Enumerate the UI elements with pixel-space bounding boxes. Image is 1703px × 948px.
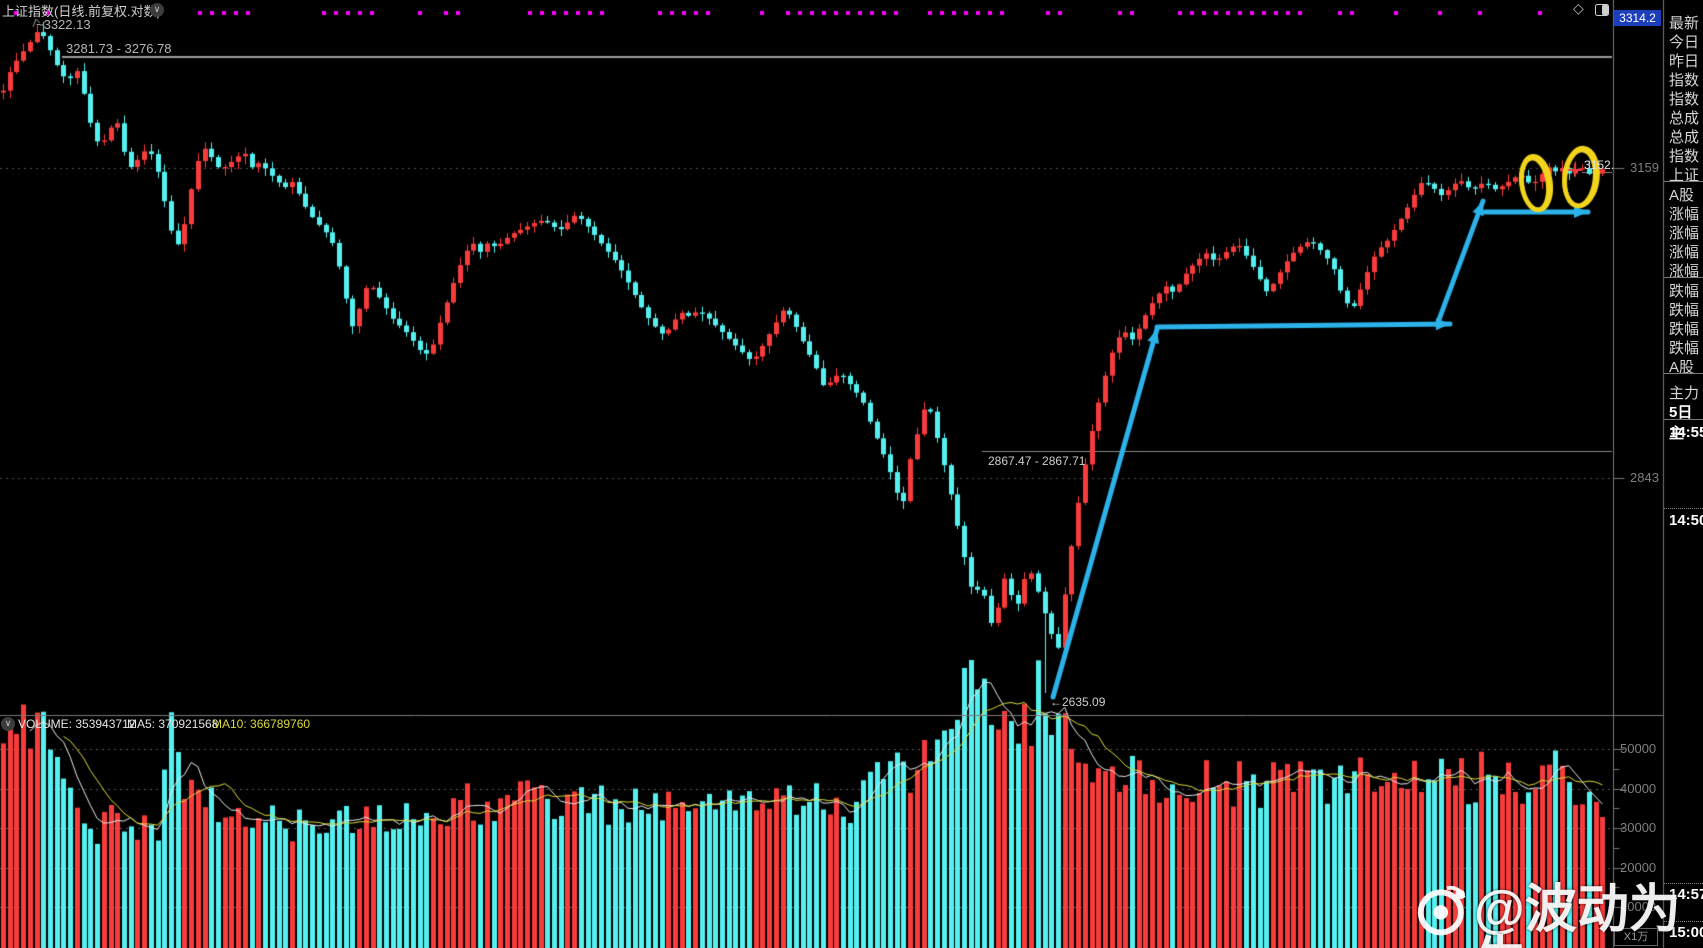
panel-separator bbox=[1664, 277, 1703, 278]
tick-time-label: 14:50 bbox=[1669, 512, 1703, 529]
panel-separator bbox=[1664, 508, 1703, 509]
panel-row-label: 涨幅 bbox=[1669, 206, 1700, 223]
volume-unit-label: X1万 bbox=[1614, 928, 1658, 946]
volume-axis-tick-label: 50000 bbox=[1620, 741, 1657, 756]
tick-time-label: 15:00 bbox=[1669, 924, 1703, 941]
panel-row-label: 总成 bbox=[1669, 110, 1700, 127]
chart-title: 上证指数(日线.前复权.对数) bbox=[2, 4, 161, 19]
volume-ma10-label: MA10: 366789760 bbox=[212, 717, 311, 731]
support-zone-label: 2867.47 - 2867.71 bbox=[988, 454, 1086, 468]
price-axis-tick-label: 2843 bbox=[1630, 470, 1659, 485]
volume-axis-tick-label: 10000 bbox=[1620, 899, 1657, 914]
cursor-price-box: 3314.2 bbox=[1614, 10, 1661, 26]
panel-row-label: 5日主 bbox=[1669, 404, 1693, 442]
weibo-logo-icon bbox=[1413, 881, 1471, 944]
peak-price-label: ~3322.13 bbox=[36, 17, 91, 32]
panel-row-label: 涨幅 bbox=[1669, 244, 1700, 261]
tick-time-label: 14:55 bbox=[1669, 424, 1703, 441]
watermark-handle: @波动为生 bbox=[1474, 881, 1681, 948]
volume-value-label: VOLUME: 353943712 bbox=[18, 717, 136, 731]
chevron-down-icon[interactable]: ∨ bbox=[150, 3, 164, 17]
volume-axis-tick-label: 20000 bbox=[1620, 860, 1657, 875]
panel-row-label: 昨日 bbox=[1669, 53, 1700, 70]
panel-separator bbox=[1664, 883, 1703, 884]
panel-separator bbox=[1664, 373, 1703, 374]
volume-ma5-label: MA5: 370921568 bbox=[127, 717, 219, 731]
tick-time-label: 14:57 bbox=[1669, 886, 1703, 903]
panel-row-label: 主力 bbox=[1669, 385, 1700, 402]
panel-row-label: 跌幅 bbox=[1669, 283, 1700, 300]
low-price-label: ←2635.09 bbox=[1050, 695, 1106, 709]
panel-row-label: 指数 bbox=[1669, 72, 1700, 89]
price-axis-tick-label: 3159 bbox=[1630, 160, 1659, 175]
panel-row-label: 指数 bbox=[1669, 148, 1700, 165]
volume-axis-tick-label: 30000 bbox=[1620, 820, 1657, 835]
last-price-label: 3152. bbox=[1584, 158, 1615, 172]
diamond-icon[interactable]: ◇ bbox=[1573, 0, 1584, 16]
panel-row-label: 涨幅 bbox=[1669, 263, 1700, 280]
panel-row-label: 跌幅 bbox=[1669, 340, 1700, 357]
panel-row-label: 涨幅 bbox=[1669, 225, 1700, 242]
panel-row-label: A股 bbox=[1669, 187, 1695, 204]
split-view-icon[interactable] bbox=[1595, 3, 1609, 21]
panel-row-label: A股 bbox=[1669, 359, 1695, 376]
panel-row-label: 跌幅 bbox=[1669, 302, 1700, 319]
panel-row-label: 上证 bbox=[1669, 167, 1700, 184]
panel-row-label: 今日 bbox=[1669, 34, 1700, 51]
panel-row-label: 总成 bbox=[1669, 129, 1700, 146]
gap-range-label: 3281.73 - 3276.78 bbox=[66, 41, 172, 56]
chevron-down-icon[interactable]: ∨ bbox=[1, 717, 15, 731]
panel-separator bbox=[1664, 921, 1703, 922]
panel-row-label: 最新 bbox=[1669, 15, 1700, 32]
volume-axis-tick-label: 40000 bbox=[1620, 781, 1657, 796]
panel-separator bbox=[1664, 419, 1703, 420]
panel-row-label: 跌幅 bbox=[1669, 321, 1700, 338]
panel-separator bbox=[1664, 181, 1703, 182]
panel-row-label: 指数 bbox=[1669, 91, 1700, 108]
